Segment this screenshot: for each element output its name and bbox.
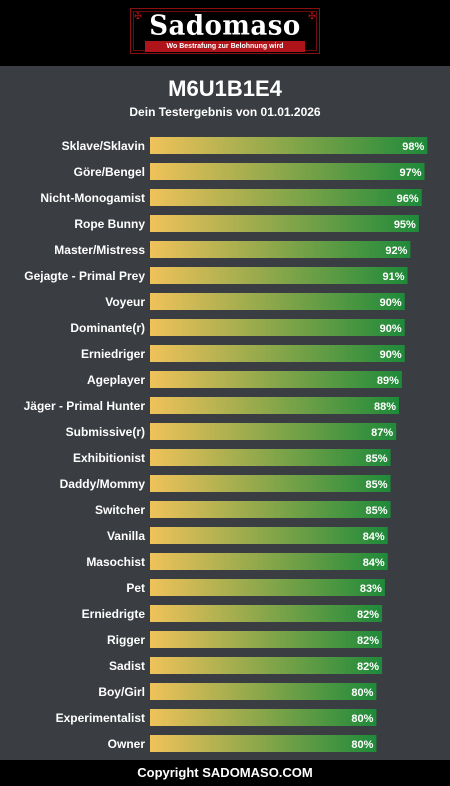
result-bar bbox=[150, 631, 383, 648]
category-label: Vanilla bbox=[107, 529, 145, 543]
category-label: Submissive(r) bbox=[66, 425, 145, 439]
result-bar bbox=[150, 579, 385, 596]
result-bar bbox=[150, 215, 419, 232]
result-bar bbox=[150, 345, 405, 362]
percent-label: 89% bbox=[377, 375, 399, 387]
category-label: Master/Mistress bbox=[54, 243, 145, 257]
category-label: Daddy/Mommy bbox=[60, 477, 146, 491]
percent-label: 82% bbox=[357, 661, 379, 673]
category-label: Rigger bbox=[107, 633, 145, 647]
category-label: Jäger - Primal Hunter bbox=[24, 399, 146, 413]
corner-ornament-icon: ✠ bbox=[308, 11, 316, 21]
footer-copyright: Copyright SADOMASO.COM bbox=[0, 760, 450, 786]
category-label: Exhibitionist bbox=[73, 451, 145, 465]
percent-label: 85% bbox=[366, 479, 388, 491]
result-bar bbox=[150, 397, 400, 414]
brand-logo[interactable]: ✠ ✠ Sadomaso Wo Bestrafung zur Belohnung… bbox=[130, 8, 320, 54]
category-label: Gejagte - Primal Prey bbox=[24, 269, 145, 283]
result-bar bbox=[150, 657, 383, 674]
result-bar bbox=[150, 267, 408, 284]
category-label: Owner bbox=[108, 737, 146, 751]
result-bar bbox=[150, 709, 377, 726]
result-bar bbox=[150, 241, 411, 258]
corner-ornament-icon: ✠ bbox=[134, 11, 142, 21]
result-bar bbox=[150, 475, 391, 492]
category-label: Boy/Girl bbox=[98, 685, 145, 699]
logo-title: Sadomaso bbox=[149, 10, 301, 42]
category-label: Pet bbox=[126, 581, 145, 595]
percent-label: 80% bbox=[351, 713, 373, 725]
category-label: Dominante(r) bbox=[70, 321, 145, 335]
percent-label: 82% bbox=[357, 635, 379, 647]
percent-label: 90% bbox=[380, 297, 402, 309]
percent-label: 98% bbox=[402, 141, 424, 153]
category-label: Erniedrigte bbox=[82, 607, 146, 621]
result-bar bbox=[150, 371, 402, 388]
header: ✠ ✠ Sadomaso Wo Bestrafung zur Belohnung… bbox=[0, 0, 450, 66]
percent-label: 85% bbox=[366, 453, 388, 465]
percent-label: 91% bbox=[382, 271, 404, 283]
category-label: Göre/Bengel bbox=[74, 165, 145, 179]
percent-label: 90% bbox=[380, 349, 402, 361]
result-bar bbox=[150, 423, 397, 440]
result-bar bbox=[150, 553, 388, 570]
percent-label: 80% bbox=[351, 739, 373, 751]
result-bar bbox=[150, 605, 383, 622]
category-label: Masochist bbox=[86, 555, 145, 569]
result-bar bbox=[150, 527, 388, 544]
result-bar bbox=[150, 735, 377, 752]
percent-label: 82% bbox=[357, 609, 379, 621]
page-title: M6U1B1E4 bbox=[168, 76, 282, 101]
percent-label: 87% bbox=[371, 427, 393, 439]
result-bar bbox=[150, 501, 391, 518]
category-label: Erniedriger bbox=[81, 347, 145, 361]
logo-tagline: Wo Bestrafung zur Belohnung wird bbox=[145, 41, 305, 52]
category-label: Ageplayer bbox=[87, 373, 145, 387]
result-bar bbox=[150, 683, 377, 700]
percent-label: 84% bbox=[363, 557, 385, 569]
result-bar-chart: Sklave/Sklavin 98% Göre/Bengel 97% Nicht-Mon… bbox=[24, 137, 428, 752]
percent-label: 92% bbox=[385, 245, 407, 257]
percent-label: 80% bbox=[351, 687, 373, 699]
result-bar bbox=[150, 137, 428, 154]
category-label: Sadist bbox=[109, 659, 145, 673]
percent-label: 85% bbox=[366, 505, 388, 517]
result-bar bbox=[150, 163, 425, 180]
category-label: Switcher bbox=[95, 503, 145, 517]
result-bar bbox=[150, 189, 422, 206]
category-label: Voyeur bbox=[105, 295, 145, 309]
result-bar bbox=[150, 293, 405, 310]
category-label: Nicht-Monogamist bbox=[40, 191, 145, 205]
result-bar bbox=[150, 449, 391, 466]
percent-label: 96% bbox=[397, 193, 419, 205]
percent-label: 84% bbox=[363, 531, 385, 543]
percent-label: 97% bbox=[399, 167, 421, 179]
category-label: Sklave/Sklavin bbox=[62, 139, 145, 153]
percent-label: 88% bbox=[374, 401, 396, 413]
page-subtitle: Dein Testergebnis von 01.01.2026 bbox=[129, 105, 321, 119]
category-label: Rope Bunny bbox=[74, 217, 145, 231]
result-panel: M6U1B1E4 Dein Testergebnis von 01.01.202… bbox=[0, 66, 450, 760]
percent-label: 95% bbox=[394, 219, 416, 231]
category-label: Experimentalist bbox=[56, 711, 145, 725]
result-bar bbox=[150, 319, 405, 336]
percent-label: 90% bbox=[380, 323, 402, 335]
percent-label: 83% bbox=[360, 583, 382, 595]
